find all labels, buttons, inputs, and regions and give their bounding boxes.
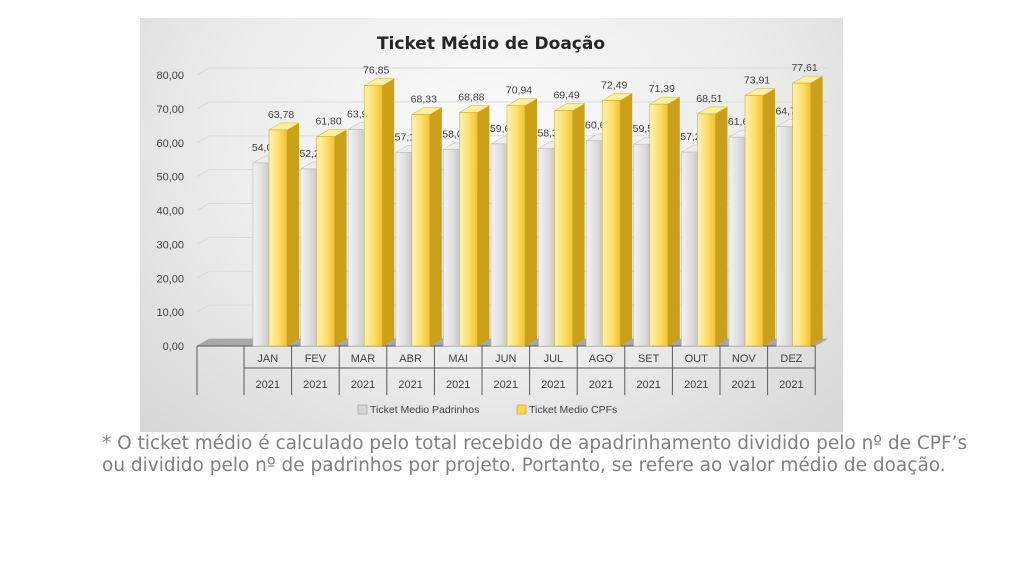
bar-side [525,98,537,346]
bar-cpfs [411,114,431,347]
data-label: 68,33 [411,94,437,106]
x-category-label: MAR [351,353,376,365]
data-label: 73,91 [744,75,770,87]
data-label: 68,88 [458,92,484,104]
y-tick-label: 60,00 [156,138,184,150]
bar-side [810,76,823,346]
bar-padrinhos [681,151,700,347]
x-category-label: JUN [495,353,516,365]
bar-side [620,93,633,346]
bar-padrinhos [347,129,367,347]
chart-title: Ticket Médio de Doação [377,34,605,54]
bar-side [287,122,299,346]
gridline [196,270,210,279]
y-tick-label: 40,00 [156,206,184,218]
x-category-label: MAI [448,353,468,365]
bar-side [429,107,442,346]
y-tick-label: 70,00 [156,104,184,116]
legend-swatch [516,404,527,415]
x-year-label: 2021 [541,379,565,391]
y-tick-label: 20,00 [156,273,184,285]
x-category-label: AGO [589,353,614,365]
legend-label: Ticket Medio CPFs [529,404,617,416]
x-year-label: 2021 [351,379,375,391]
gridline [196,236,210,245]
data-label: 76,85 [363,65,389,77]
bar-cpfs [506,105,526,347]
legend-swatch [357,404,368,415]
x-year-label: 2021 [398,379,422,391]
data-label: 61,80 [315,116,341,128]
bar-padrinhos [585,140,605,347]
bar-padrinhos [776,126,795,347]
bar-side [334,129,347,346]
x-year-label: 2021 [732,379,756,391]
data-label: 70,94 [506,85,532,97]
legend-label: Ticket Medio Padrinhos [370,404,479,416]
bar-padrinhos [443,148,462,347]
y-tick-label: 10,00 [156,307,184,319]
bar-cpfs [601,100,621,347]
x-year-label: 2021 [636,379,660,391]
data-label: 72,49 [601,79,627,91]
bar-side [667,97,680,346]
bar-padrinhos [300,168,319,347]
bar-side [715,106,728,346]
bar-cpfs [363,85,383,347]
x-year-label: 2021 [446,379,470,391]
bar-cpfs [792,82,811,347]
y-tick-label: 30,00 [156,239,184,251]
data-label: 68,51 [696,93,722,105]
data-label: 69,49 [553,90,579,102]
bar-padrinhos [728,136,748,347]
bar-padrinhos [395,152,415,347]
chart-panel: Ticket Médio de Doação 0,00 10,00 20,00 30,… [140,18,843,432]
x-category-label: FEV [305,353,327,365]
x-year-label: 2021 [684,379,708,391]
x-category-label: NOV [732,353,757,365]
bar-chart: Ticket Médio de Doação 0,00 10,00 20,00 30,… [156,34,829,416]
bar-cpfs [744,95,764,347]
x-year-label: 2021 [779,379,803,391]
data-label: 71,39 [649,83,675,95]
gridline [196,169,210,178]
gridline [196,304,210,313]
data-label: 77,61 [791,62,817,74]
bar-padrinhos [538,147,557,347]
x-year-label: 2021 [303,379,327,391]
gridline [196,135,210,144]
gridline [196,67,210,76]
y-tick-label: 0,00 [163,341,184,353]
bar-side [382,78,395,346]
x-year-label: 2021 [589,379,613,391]
x-year-label: 2021 [256,379,280,391]
y-tick-label: 80,00 [156,70,184,82]
footnote: * O ticket médio é calculado pelo total … [102,433,968,476]
bar-cpfs [649,103,669,347]
y-tick-label: 50,00 [156,172,184,184]
bar-cpfs [316,136,335,347]
bar-cpfs [554,110,573,347]
x-category-label: OUT [685,353,709,365]
x-year-label: 2021 [494,379,518,391]
gridline [196,203,210,211]
bar-cpfs [459,112,478,347]
x-category-label: JAN [257,353,278,365]
data-label: 63,78 [268,109,294,121]
gridline [196,101,210,110]
bar-cpfs [268,129,288,347]
x-category-label: ABR [399,353,422,365]
x-category-label: SET [638,353,660,365]
bar-padrinhos [633,143,653,347]
x-category-label: JUL [544,353,564,365]
bar-side [477,105,490,346]
bar-padrinhos [252,162,272,347]
x-category-label: DEZ [780,353,802,365]
bar-side [763,88,775,346]
bar-padrinhos [490,143,510,347]
bar-side [572,103,585,346]
bar-cpfs [697,113,716,347]
